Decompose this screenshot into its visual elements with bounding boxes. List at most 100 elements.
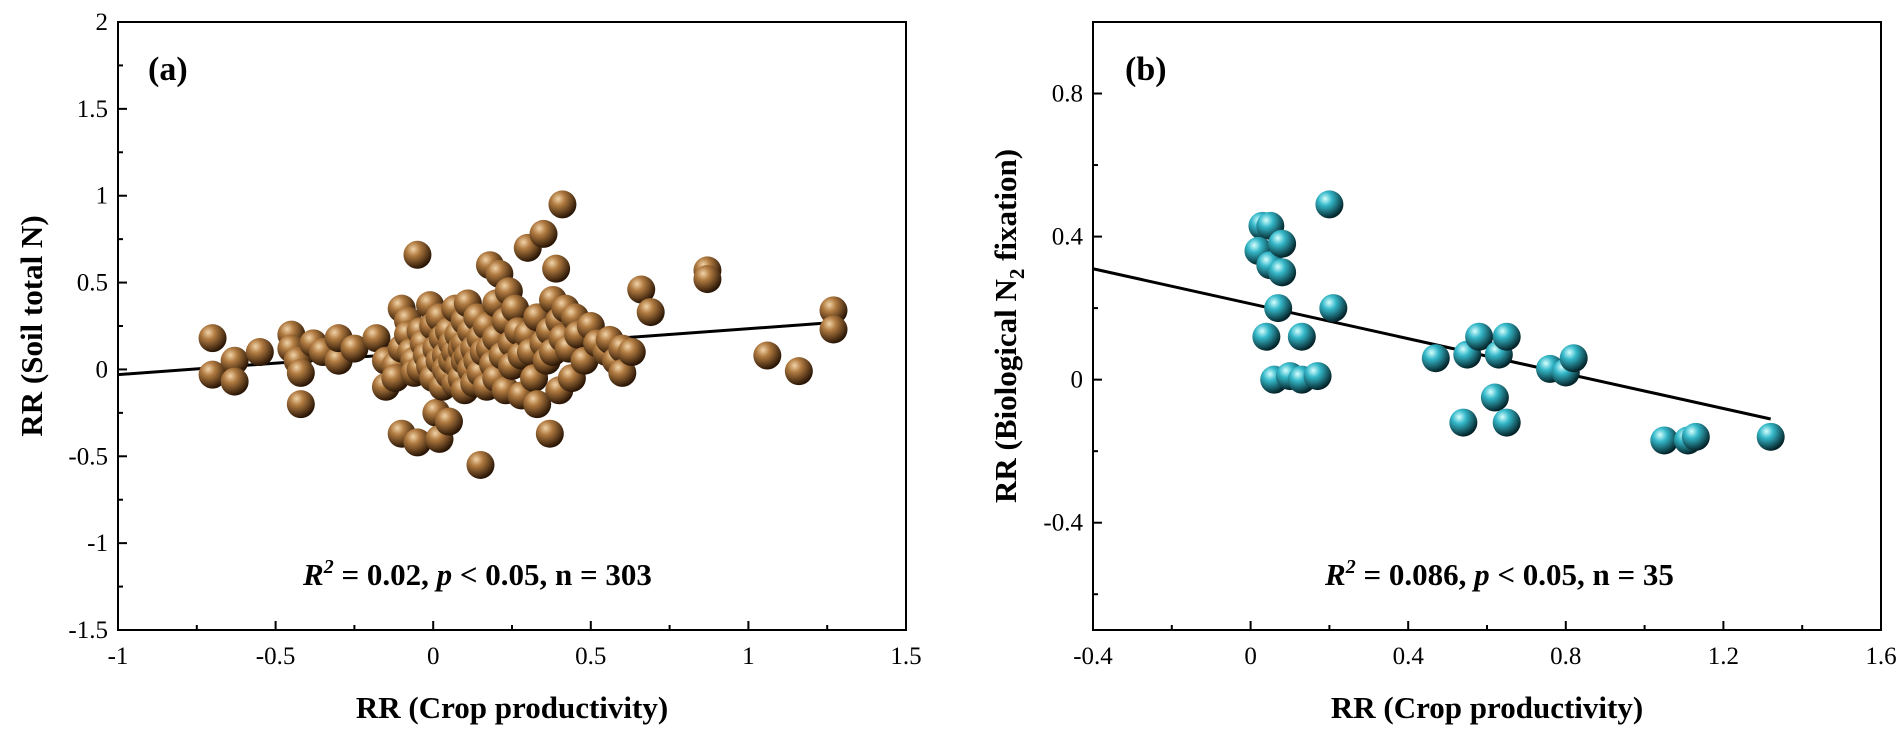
panel-a-x-tick-label: 1.5 (890, 643, 921, 670)
panel-a-data-point (220, 367, 249, 396)
panel-b-data-point (1492, 408, 1521, 437)
panel-b-data-point (1315, 190, 1344, 219)
panel-a-ticks (117, 21, 907, 631)
panel-a-stats-sup: 2 (323, 556, 334, 578)
panel-b-data-point (1465, 322, 1494, 351)
panel-a-stats-p: p (434, 557, 453, 592)
panel-a-data-point (286, 358, 315, 387)
panel-a-data-point (403, 240, 432, 269)
panel-b-x-tick-label: -0.4 (1073, 643, 1113, 670)
panel-a-y-tick-label: -1.5 (68, 617, 108, 644)
panel-b-x-tick-label: 0.4 (1393, 643, 1425, 670)
panel-a-data-point (529, 219, 558, 248)
panel-b-data-point (1287, 322, 1316, 351)
panel-a-y-tick-labels: -1.5 -1 -0.5 0 0.5 1 1.5 2 (68, 9, 108, 644)
panel-a-y-tick-label: -0.5 (68, 443, 108, 470)
panel-b-stats-sup: 2 (1345, 556, 1356, 578)
panel-b-x-tick-label: 0.8 (1550, 643, 1581, 670)
panel-b-stats-r: R (1324, 557, 1346, 592)
panel-a-x-tick-labels: -1 -0.5 0 0.5 1 1.5 (108, 643, 922, 670)
panel-a-data-point (340, 334, 369, 363)
panel-b-x-axis-title: RR (Crop productivity) (1331, 690, 1643, 725)
panel-a-data-point (286, 390, 315, 419)
panel-b-y-tick-label: 0.4 (1052, 224, 1084, 251)
panel-b-y-tick-labels: -0.4 0 0.4 0.8 (1043, 81, 1083, 537)
panel-b-points (1244, 190, 1785, 455)
panel-b-stats: R2 = 0.086, p < 0.05, n = 35 (1324, 556, 1674, 592)
panel-a-data-point (198, 360, 227, 389)
panel-a-stats-rest: < 0.05, n = 303 (452, 557, 652, 592)
panel-b-y-axis-title-main: RR (Biological N (988, 279, 1023, 503)
panel-b-x-tick-label: 1.2 (1708, 643, 1739, 670)
panel-a-data-point (434, 407, 463, 436)
panel-a-stats-r: R (302, 557, 324, 592)
panel-b-data-point (1480, 383, 1509, 412)
panel-a-y-tick-label: 0.5 (77, 270, 108, 297)
panel-b-y-tick-label: -0.4 (1043, 510, 1083, 537)
panel-b-data-point (1264, 294, 1293, 323)
panel-a-data-point (466, 450, 495, 479)
panel-b-fit-line (1092, 267, 1772, 421)
panel-a-x-tick-label: 0 (427, 643, 440, 670)
panel-a-x-tick-label: 0.5 (575, 643, 606, 670)
panel-a-data-point (608, 358, 637, 387)
panel-a-data-point (542, 254, 571, 283)
panel-a-x-axis-title: RR (Crop productivity) (356, 690, 668, 725)
panel-b-y-tick-label: 0 (1071, 367, 1084, 394)
panel-b-y-tick-label: 0.8 (1052, 81, 1083, 108)
panel-a-x-tick-label: -0.5 (256, 643, 296, 670)
panel-b-data-point (1421, 344, 1450, 373)
panel-b-data-point (1268, 229, 1297, 258)
panel-b-data-point (1492, 322, 1521, 351)
panel-a-y-axis-title: RR (Soil total N) (14, 215, 49, 436)
panel-b-ticks (1092, 21, 1882, 630)
panel-a-data-point (819, 315, 848, 344)
panel-a-data-point (403, 428, 432, 457)
panel-a-data-point (784, 357, 813, 386)
panel-b-y-axis-title-end: fixation) (988, 149, 1023, 269)
panel-a-data-point (548, 190, 577, 219)
panel-a-data-point (636, 298, 665, 327)
panel-a-data-point (617, 338, 646, 367)
panel-a-stats-r2val: = 0.02, (334, 557, 437, 592)
panel-a: -1 -0.5 0 0.5 1 1.5 -1.5-1-0.500.511.52 (a) R… (14, 9, 922, 725)
panel-a-data-point (501, 294, 530, 323)
panel-a-label: (a) (148, 51, 188, 88)
panel-a-points (198, 190, 848, 479)
panel-a-data-point (362, 324, 391, 353)
panel-a-y-tick-label: 1 (96, 183, 109, 210)
panel-a-y-tick-label: 2 (96, 9, 109, 36)
panel-b-x-tick-label: 0 (1244, 643, 1257, 670)
panel-b-x-tick-label: 1.6 (1865, 643, 1896, 670)
panel-b-y-axis-title: RR (Biological N2 fixation) (988, 149, 1029, 503)
panel-b-data-point (1559, 344, 1588, 373)
panel-b-data-point (1319, 294, 1348, 323)
panel-a-y-tick-label: -1 (87, 530, 108, 557)
panel-a-x-tick-label: 1 (742, 643, 755, 670)
panel-b-data-point (1650, 426, 1679, 455)
panel-b-x-tick-labels: -0.4 0 0.4 0.8 1.2 1.6 (1073, 643, 1896, 670)
panel-a-data-point (627, 275, 656, 304)
panel-a-data-point (220, 346, 249, 375)
panel-a-y-tick-label: 0 (96, 356, 109, 383)
panel-b-stats-r2val: = 0.086, (1356, 557, 1474, 592)
panel-a-data-point (245, 338, 274, 367)
panel-b: -0.4 0 0.4 0.8 1.2 1.6 -0.400.40.8 (b) R2 = 0… (988, 21, 1897, 725)
panel-a-stats: R2 = 0.02, p < 0.05, n = 303 (302, 556, 652, 592)
panel-b-label: (b) (1125, 51, 1167, 88)
panel-a-y-tick-label: 1.5 (77, 96, 108, 123)
panel-b-data-point (1268, 258, 1297, 287)
panel-b-data-point (1252, 322, 1281, 351)
panel-b-data-point (1756, 422, 1785, 451)
panel-a-data-point (753, 341, 782, 370)
panel-b-stats-p: p (1471, 557, 1490, 592)
panel-b-y-axis-title-sub: 2 (1005, 269, 1029, 280)
panel-b-data-point (1449, 408, 1478, 437)
panel-a-data-point (198, 324, 227, 353)
panel-b-data-point (1303, 362, 1332, 391)
panel-a-data-point (523, 390, 552, 419)
panel-b-stats-rest: < 0.05, n = 35 (1490, 557, 1674, 592)
panel-a-x-tick-label: -1 (108, 643, 129, 670)
panel-a-data-point (535, 419, 564, 448)
